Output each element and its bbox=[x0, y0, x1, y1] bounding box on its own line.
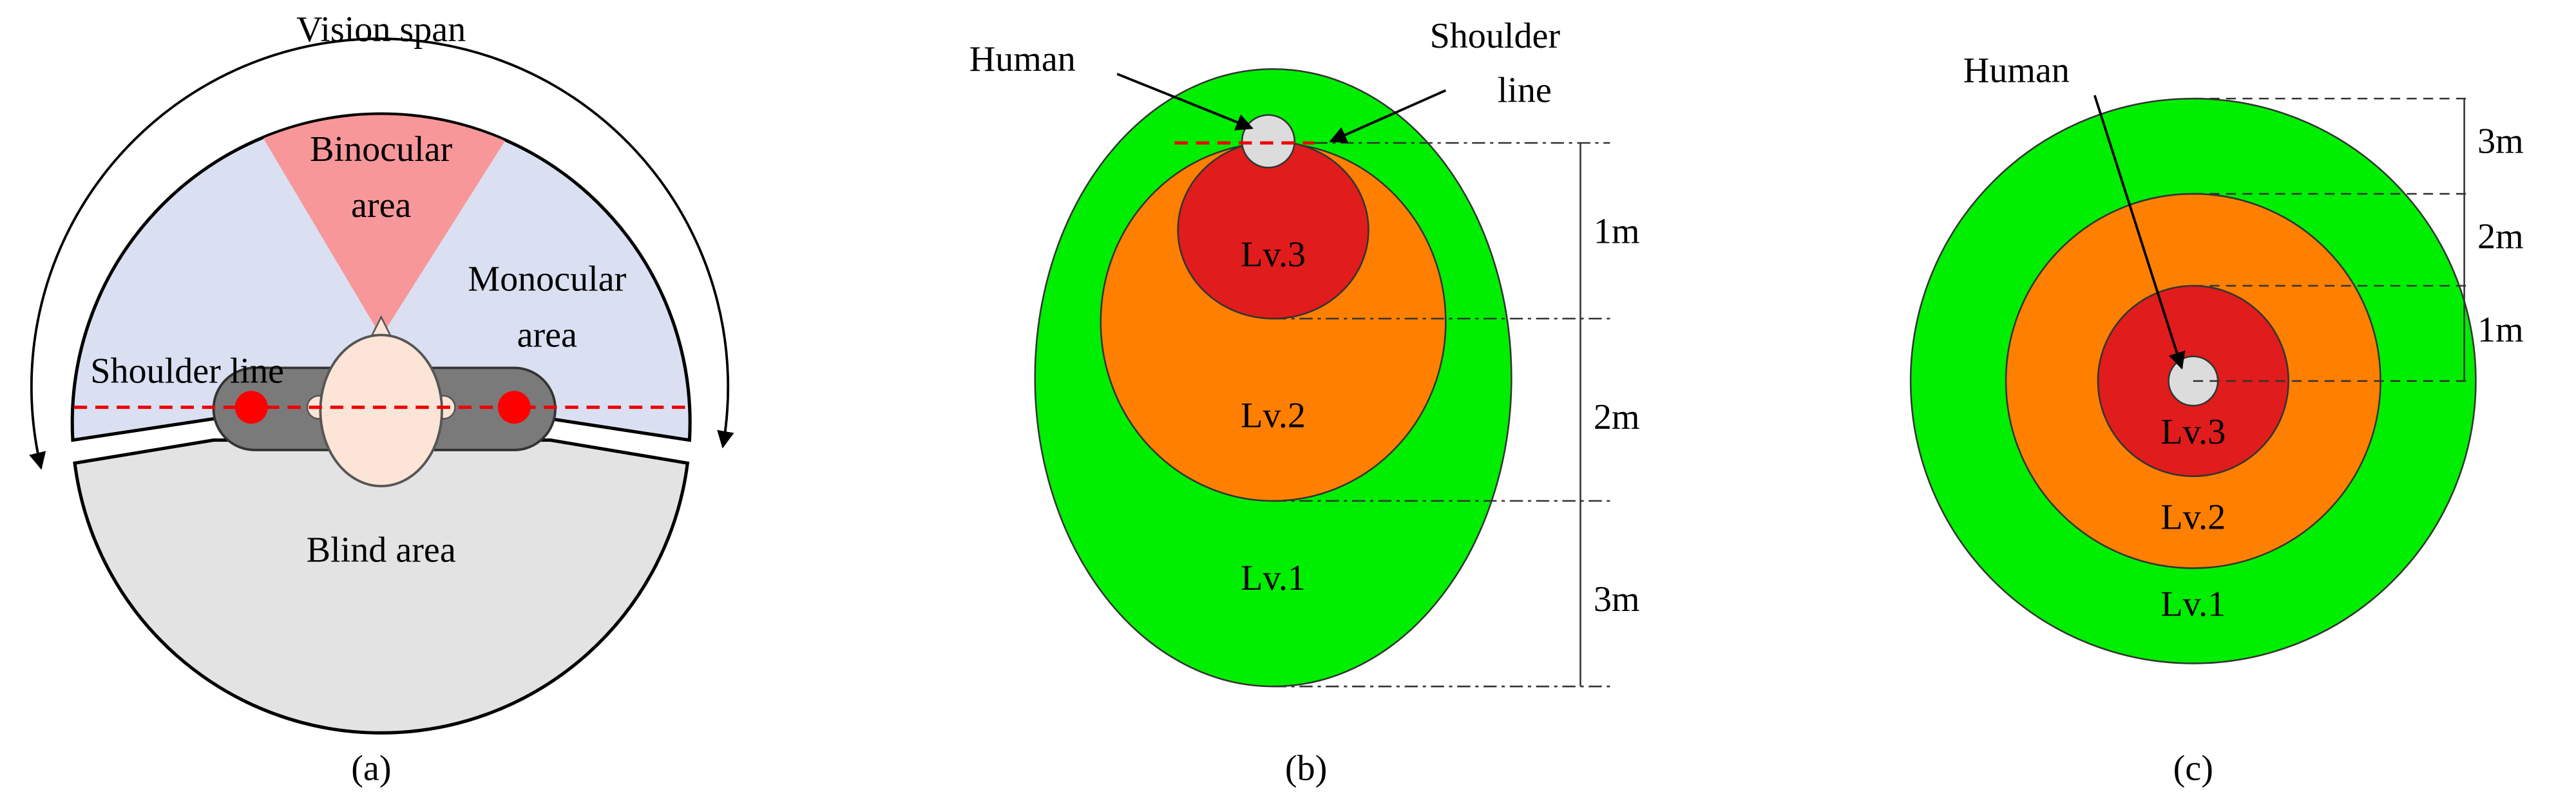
human-label: Human bbox=[969, 39, 1076, 79]
head bbox=[319, 334, 443, 487]
human-arrow bbox=[2093, 95, 2186, 370]
shoulder-line-label: line bbox=[1498, 70, 1552, 110]
level-label: Lv.2 bbox=[1241, 395, 1306, 435]
binocular-label: area bbox=[351, 185, 411, 225]
monocular-label: Monocular bbox=[468, 259, 626, 299]
vision-span-label: Vision span bbox=[296, 10, 466, 50]
distance-guides bbox=[1273, 142, 1610, 688]
level-label: Lv.3 bbox=[2161, 412, 2226, 452]
binocular-label: Binocular bbox=[310, 129, 453, 169]
level-label: Lv.2 bbox=[2161, 497, 2226, 537]
caption: (c) bbox=[2173, 749, 2213, 789]
binocular-region bbox=[230, 115, 542, 337]
vision-span-arrow bbox=[29, 37, 734, 470]
distance-label: 2m bbox=[2477, 216, 2524, 256]
panel-b: Human Shoulder line Lv.3 Lv.2 Lv.1 1m 2m… bbox=[969, 16, 1640, 788]
panel-a: Vision span Binocular area Monocular are… bbox=[29, 10, 734, 789]
distance-label: 3m bbox=[2477, 121, 2524, 161]
blind-area-label: Blind area bbox=[307, 530, 456, 570]
shoulder-line-label: Shoulder bbox=[1430, 16, 1561, 56]
shoulder-line-label: Shoulder line bbox=[90, 351, 284, 391]
human-arrow bbox=[1116, 73, 1254, 131]
caption: (b) bbox=[1285, 749, 1327, 789]
level-label: Lv.1 bbox=[2161, 585, 2226, 625]
monocular-label: area bbox=[517, 315, 577, 355]
blind-region bbox=[73, 438, 690, 735]
human-label: Human bbox=[1963, 51, 2070, 91]
panel-c: Human Lv.3 Lv.2 Lv.1 3m 2m 1m (c) bbox=[1909, 51, 2524, 789]
distance-label: 1m bbox=[2477, 310, 2524, 350]
distance-guides bbox=[2193, 97, 2473, 382]
shoulder-point bbox=[497, 391, 531, 424]
level-label: Lv.3 bbox=[1241, 234, 1306, 274]
level-label: Lv.1 bbox=[1241, 558, 1306, 598]
shoulder-point bbox=[234, 391, 268, 424]
caption: (a) bbox=[351, 749, 391, 789]
shoulder-arrow bbox=[1329, 89, 1447, 143]
distance-label: 2m bbox=[1594, 397, 1640, 437]
distance-label: 3m bbox=[1594, 579, 1640, 619]
distance-label: 1m bbox=[1594, 212, 1640, 252]
